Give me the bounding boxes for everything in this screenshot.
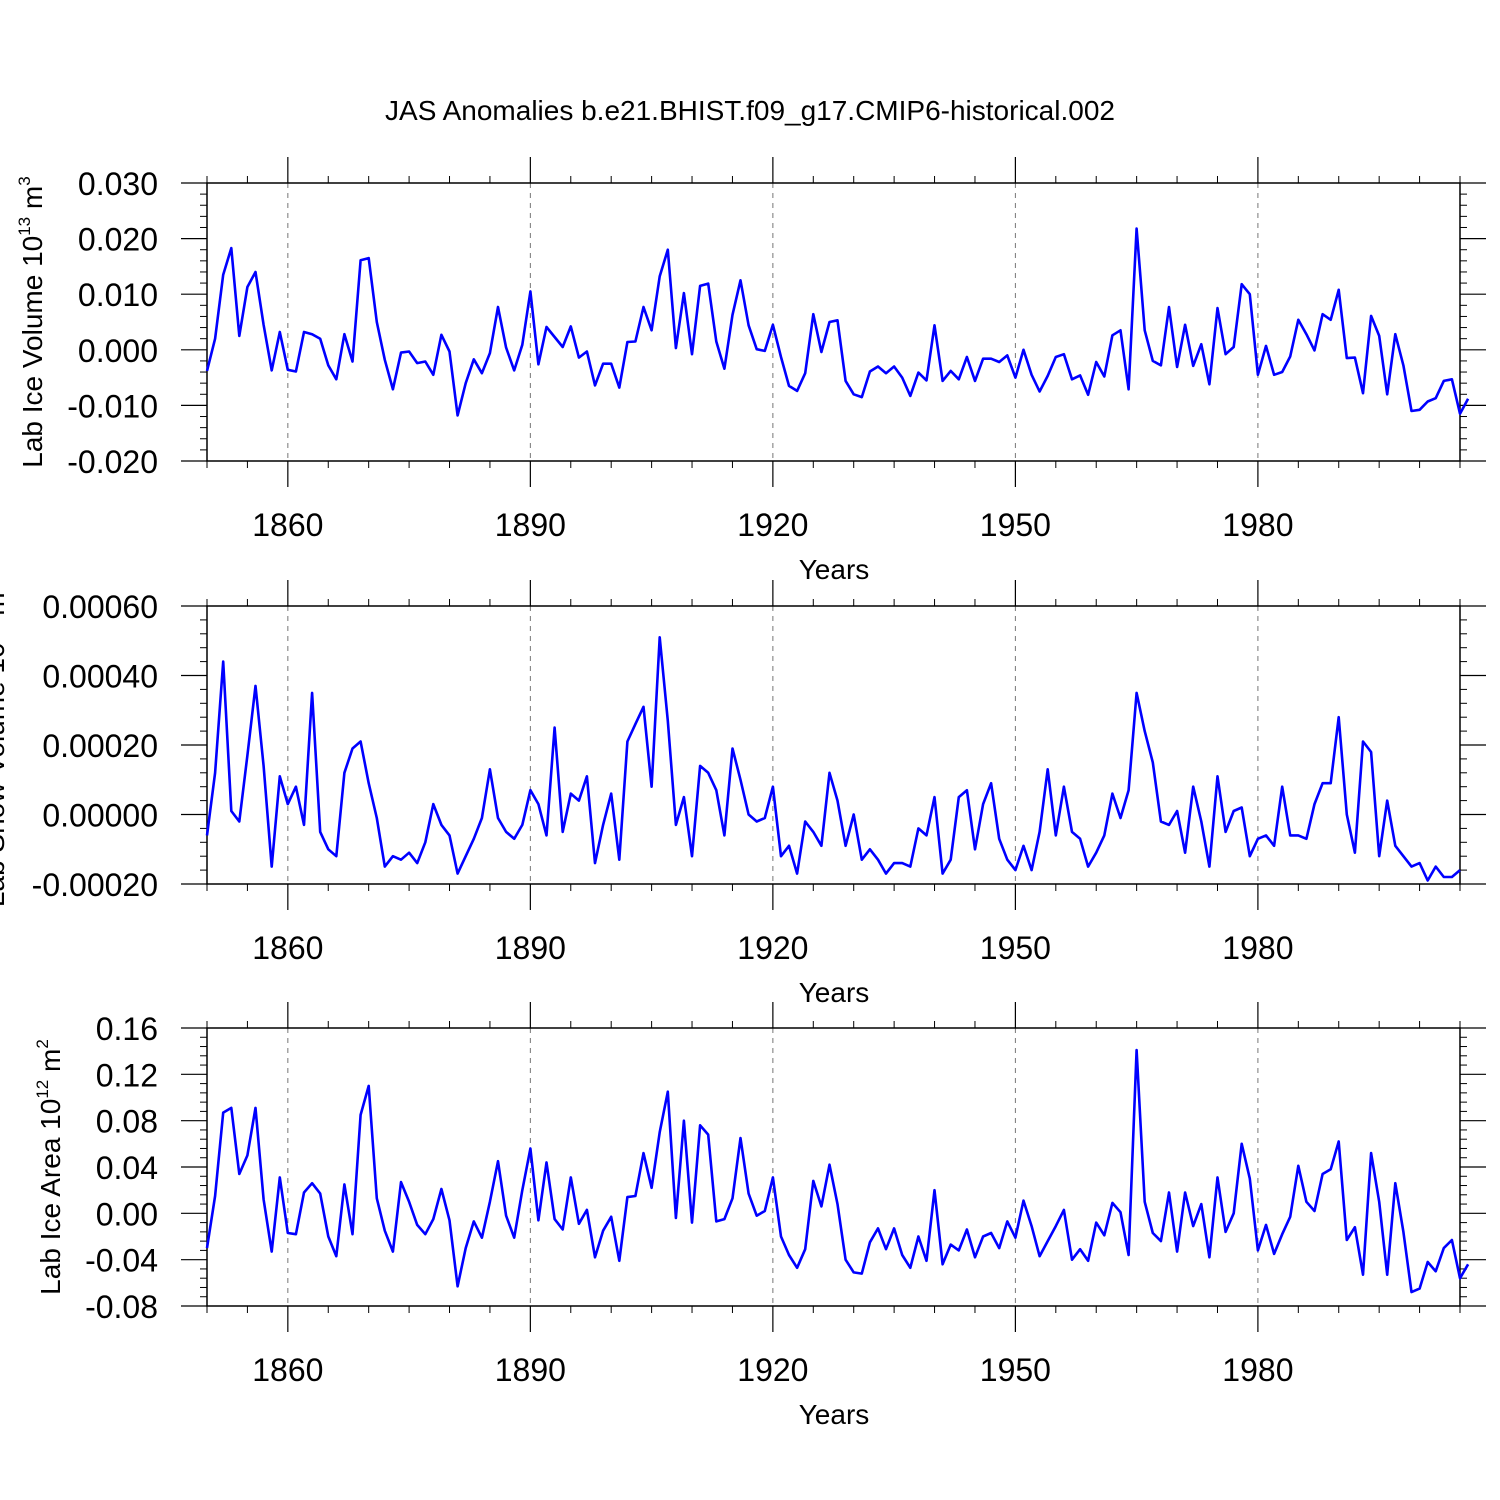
x-tick-label: 1860 (252, 507, 323, 543)
series-line (205, 635, 1461, 882)
x-tick-label: 1890 (495, 930, 566, 966)
y-axis-title-exp: 12 (33, 1080, 52, 1099)
y-tick-label: -0.08 (85, 1289, 158, 1325)
figure-title: JAS Anomalies b.e21.BHIST.f09_g17.CMIP6-… (385, 95, 1115, 126)
y-tick-label: 0.12 (96, 1057, 158, 1093)
y-axis-title: Lab Ice Volume 1013 m3 (15, 176, 48, 467)
y-axis-title-unit: m (17, 186, 48, 217)
x-axis-title: Years (799, 1399, 870, 1430)
x-tick-label: 1890 (495, 507, 566, 543)
y-tick-label: 0.08 (96, 1104, 158, 1140)
panel-ice-area: 1860 1890 1920 1950 1980 -0.08 -0.04 0.00 0.04 0.… (33, 1002, 1486, 1430)
y-axis-title: Lab Ice Area 1012 m2 (33, 1039, 66, 1295)
x-tick-label: 1860 (252, 1352, 323, 1388)
x-tick-label: 1860 (252, 930, 323, 966)
x-tick-label: 1950 (980, 930, 1051, 966)
x-tick-label: 1980 (1222, 930, 1293, 966)
x-axis-title: Years (799, 554, 870, 585)
plot-frame (206, 1027, 1461, 1307)
y-axis-title-main: Lab Ice Area 10 (35, 1099, 66, 1295)
y-axis-title-unit-exp: 2 (33, 1039, 52, 1048)
y-axis-title-exp: 13 (15, 217, 34, 236)
plot-frame (206, 605, 1461, 885)
y-axis-title-main: Lab Ice Volume 10 (17, 236, 48, 468)
panel-ice-volume: 1860 1890 1920 1950 1980 -0.020 -0.010 0.000 0.0… (15, 157, 1486, 585)
y-tick-label: 0.00000 (42, 798, 158, 834)
series-line (205, 227, 1470, 417)
x-tick-label: 1920 (737, 930, 808, 966)
x-tick-label: 1980 (1222, 1352, 1293, 1388)
y-axis-title-unit: m (0, 592, 10, 623)
y-tick-label: 0.00020 (42, 728, 158, 764)
y-tick-label: -0.020 (67, 444, 158, 480)
plot-frame (206, 182, 1461, 462)
y-tick-label: 0.020 (78, 222, 158, 258)
x-tick-label: 1920 (737, 507, 808, 543)
y-tick-label: -0.010 (67, 388, 158, 424)
y-axis-title: Lab Snow Volume 1013 m3 (0, 583, 10, 907)
y-tick-label: -0.04 (85, 1243, 158, 1279)
y-axis-title-main: Lab Snow Volume 10 (0, 642, 10, 907)
y-tick-label: 0.010 (78, 277, 158, 313)
x-tick-label: 1890 (495, 1352, 566, 1388)
y-tick-label: 0.000 (78, 333, 158, 369)
y-tick-label: 0.00 (96, 1196, 158, 1232)
x-tick-label: 1950 (980, 507, 1051, 543)
y-axis-title-unit-exp: 3 (15, 176, 34, 185)
x-tick-label: 1950 (980, 1352, 1051, 1388)
x-tick-label: 1920 (737, 1352, 808, 1388)
y-tick-label: 0.04 (96, 1150, 158, 1186)
y-axis-title-unit: m (35, 1049, 66, 1080)
y-tick-label: -0.00020 (32, 867, 158, 903)
y-tick-label: 0.00060 (42, 589, 158, 625)
x-tick-label: 1980 (1222, 507, 1293, 543)
panel-snow-volume: 1860 1890 1920 1950 1980 -0.00020 0.00000 0.000… (0, 580, 1486, 1008)
y-tick-label: 0.030 (78, 166, 158, 202)
y-tick-label: 0.00040 (42, 659, 158, 695)
x-axis-title: Years (799, 977, 870, 1008)
series-line (205, 1048, 1470, 1294)
y-tick-label: 0.16 (96, 1011, 158, 1047)
